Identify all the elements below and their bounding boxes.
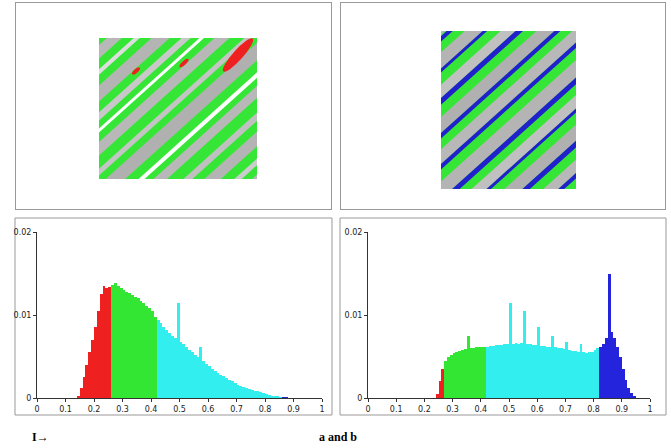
svg-text:0.3: 0.3	[116, 405, 129, 414]
svg-text:0.3: 0.3	[446, 405, 459, 414]
svg-text:1: 1	[647, 405, 652, 414]
svg-text:0.1: 0.1	[59, 405, 72, 414]
svg-text:0.9: 0.9	[287, 405, 300, 414]
svg-text:0.02: 0.02	[345, 228, 363, 237]
svg-text:0.6: 0.6	[531, 405, 544, 414]
svg-text:0.6: 0.6	[202, 405, 215, 414]
svg-text:0: 0	[365, 405, 370, 414]
svg-text:0.4: 0.4	[474, 405, 487, 414]
svg-text:I→: I→	[32, 430, 49, 444]
svg-text:0.5: 0.5	[503, 405, 516, 414]
svg-text:0.9: 0.9	[615, 405, 628, 414]
svg-text:0.7: 0.7	[230, 405, 243, 414]
svg-text:0: 0	[26, 394, 31, 403]
svg-text:0.1: 0.1	[390, 405, 403, 414]
svg-text:1: 1	[319, 405, 324, 414]
svg-text:a and b: a and b	[319, 430, 357, 444]
svg-text:0.5: 0.5	[173, 405, 186, 414]
svg-text:0.2: 0.2	[418, 405, 431, 414]
svg-text:0.7: 0.7	[559, 405, 572, 414]
svg-text:0.01: 0.01	[14, 311, 32, 320]
svg-text:0: 0	[34, 405, 39, 414]
svg-text:0.8: 0.8	[259, 405, 272, 414]
svg-text:0.02: 0.02	[14, 228, 32, 237]
svg-text:0.4: 0.4	[145, 405, 158, 414]
svg-text:0: 0	[357, 394, 362, 403]
svg-text:0.8: 0.8	[587, 405, 600, 414]
svg-text:0.2: 0.2	[88, 405, 101, 414]
svg-text:0.01: 0.01	[345, 311, 363, 320]
